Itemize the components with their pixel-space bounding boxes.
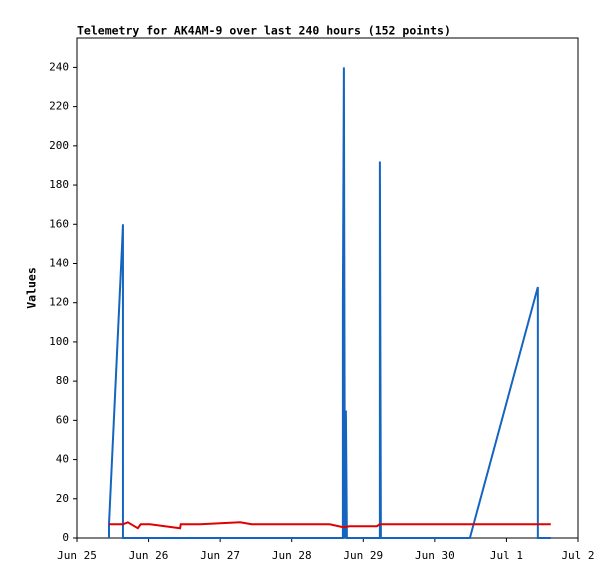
x-tick-label: Jun 29 <box>343 549 383 562</box>
x-tick-label: Jun 28 <box>272 549 312 562</box>
y-tick-label: 40 <box>56 453 69 466</box>
y-tick-label: 60 <box>56 413 69 426</box>
series-line <box>108 521 551 530</box>
x-tick-label: Jun 25 <box>57 549 97 562</box>
y-tick-label: 200 <box>49 139 69 152</box>
y-tick-label: 180 <box>49 178 69 191</box>
y-tick-label: 0 <box>62 531 69 544</box>
x-tick-label: Jun 30 <box>415 549 455 562</box>
series-line <box>107 67 551 539</box>
y-tick-label: 160 <box>49 217 69 230</box>
chart-title: Telemetry for AK4AM-9 over last 240 hour… <box>77 24 451 38</box>
y-tick-label: 120 <box>49 296 69 309</box>
y-tick-label: 20 <box>56 492 69 505</box>
y-tick-label: 140 <box>49 256 69 269</box>
x-tick-label: Jun 26 <box>129 549 169 562</box>
y-axis-label: Values <box>25 267 39 309</box>
plot-frame <box>76 37 579 539</box>
y-tick-label: 240 <box>49 60 69 73</box>
x-tick-label: Jul 2 <box>561 549 594 562</box>
x-tick-label: Jul 1 <box>490 549 523 562</box>
x-tick-label: Jun 27 <box>200 549 240 562</box>
y-tick-label: 220 <box>49 100 69 113</box>
y-tick-label: 100 <box>49 335 69 348</box>
y-tick-label: 80 <box>56 374 69 387</box>
